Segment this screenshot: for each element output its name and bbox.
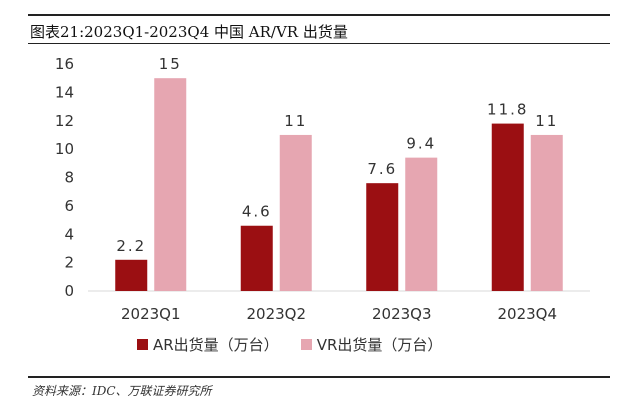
x-tick-label: 2023Q1: [121, 305, 181, 323]
legend-label-ar: AR出货量（万台）: [153, 336, 279, 354]
bar-vr: [154, 78, 187, 291]
data-label: 15: [159, 55, 182, 73]
y-tick-label: 0: [64, 282, 74, 300]
y-tick-label: 14: [55, 83, 74, 101]
y-tick-label: 2: [64, 254, 74, 272]
data-label: 4.6: [242, 203, 272, 221]
y-tick-label: 16: [55, 55, 74, 73]
data-label: 11: [535, 112, 558, 130]
x-tick-label: 2023Q2: [246, 305, 306, 323]
y-tick-label: 10: [55, 140, 74, 158]
bar-ar: [240, 225, 273, 291]
x-tick-label: 2023Q3: [372, 305, 432, 323]
chart-title: 图表21:2023Q1-2023Q4 中国 AR/VR 出货量: [30, 23, 348, 41]
legend-item-vr: VR出货量（万台）: [300, 334, 443, 355]
y-tick-label: 6: [64, 197, 74, 215]
bar-vr: [405, 157, 438, 291]
data-label: 9.4: [406, 135, 436, 153]
x-tick-label: 2023Q4: [497, 305, 557, 323]
legend-swatch-vr: [300, 339, 312, 350]
data-label: 11.8: [487, 101, 528, 119]
legend-swatch-ar: [137, 339, 148, 350]
bottom-rule: [28, 376, 610, 378]
bar-ar: [366, 183, 399, 291]
bar-ar: [115, 259, 148, 291]
legend-label-vr: VR出货量（万台）: [316, 336, 443, 354]
data-label: 2.2: [116, 237, 146, 255]
y-tick-label: 4: [64, 225, 74, 243]
source-note: 资料来源：IDC、万联证券研究所: [32, 384, 212, 398]
bar-ar: [491, 123, 524, 292]
legend-item-ar: AR出货量（万台）: [137, 334, 279, 355]
bar-vr: [279, 134, 312, 291]
data-label: 7.6: [367, 160, 397, 178]
y-tick-label: 8: [64, 169, 74, 187]
title-rule: [28, 43, 610, 44]
data-label: 11: [284, 112, 307, 130]
bar-vr: [530, 134, 563, 291]
y-tick-label: 12: [55, 112, 74, 130]
legend: AR出货量（万台） VR出货量（万台）: [137, 334, 464, 355]
top-rule: [28, 14, 610, 16]
